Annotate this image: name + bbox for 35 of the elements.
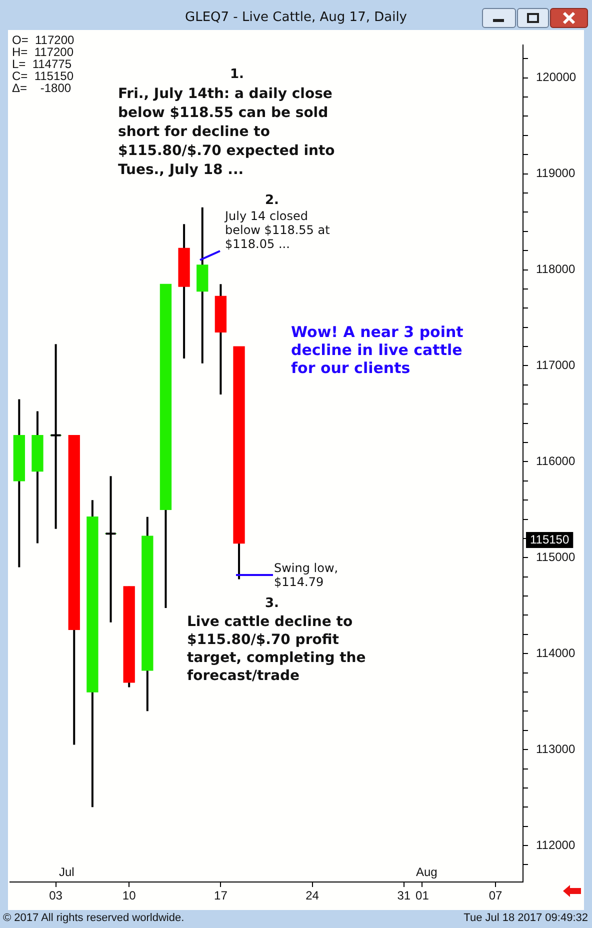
- x-tick-label: 17: [214, 888, 228, 903]
- annotation: Aug: [416, 865, 438, 879]
- y-tick-label: 117000: [536, 358, 576, 372]
- y-tick-label: 113000: [536, 742, 576, 756]
- text: © 2017 All rights reserved worldwide.: [3, 912, 184, 924]
- annotation: Live cattle decline to $115.80/$.70 profit target, completing the forecast/trade: [187, 614, 366, 684]
- annotation: Wow! A near 3 point decline in live cattle for our clients: [291, 323, 464, 377]
- annotation: 3.: [265, 596, 279, 611]
- y-tick-label: 114000: [536, 646, 576, 660]
- annotation: Fri., July 14th: a daily close below $118.55 can be sold short for decline to $115.80/$.70 expected into Tues., July 18 ...: [118, 86, 336, 178]
- annotation: 2.: [265, 193, 279, 208]
- y-tick-label: 118000: [536, 262, 576, 276]
- x-tick-label: 24: [306, 888, 320, 903]
- y-tick-label: 112000: [536, 838, 576, 852]
- text: 115150: [530, 532, 570, 546]
- annotation: Swing low, $114.79: [274, 561, 338, 589]
- y-tick-label: 115000: [536, 550, 576, 564]
- annotation: Jul: [59, 865, 74, 879]
- text: Tue Jul 18 2017 09:49:32: [464, 912, 588, 924]
- chart-title: GLEQ7 - Live Cattle, Aug 17, Daily: [184, 9, 408, 27]
- y-tick-label: 119000: [536, 166, 576, 180]
- annotation: 1.: [230, 67, 244, 82]
- annotation: Δ= -1800: [12, 81, 72, 95]
- x-tick-label: 31: [397, 888, 411, 903]
- annotation: July 14 closed below $118.55 at $118.05 ...: [224, 209, 330, 251]
- annotation: C= 115150: [12, 69, 74, 83]
- x-tick-label: 01: [416, 888, 430, 903]
- annotation: H= 117200: [12, 45, 74, 59]
- x-tick-label: 07: [488, 888, 503, 903]
- x-tick-label: 03: [49, 888, 63, 903]
- x-tick-label: 10: [122, 888, 136, 903]
- y-tick-label: 116000: [536, 454, 576, 468]
- annotation: L= 114775: [12, 57, 72, 71]
- y-tick-label: 120000: [536, 70, 576, 84]
- annotation: O= 117200: [12, 33, 74, 47]
